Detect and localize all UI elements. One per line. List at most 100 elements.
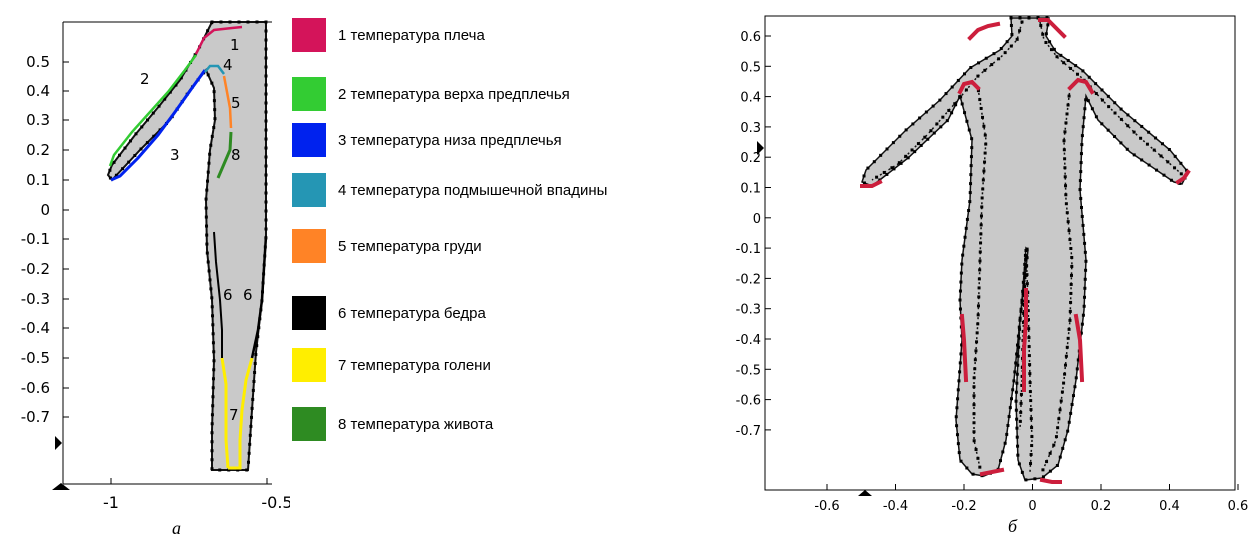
mesh-node (128, 139, 132, 143)
mesh-node (1058, 408, 1062, 412)
legend-swatch (292, 123, 326, 157)
mesh-node (959, 95, 963, 99)
mesh-node (970, 146, 974, 150)
mesh-node (1083, 107, 1087, 111)
mesh-node (1009, 44, 1013, 48)
x-tick-label: 0.2 (1091, 499, 1112, 514)
mesh-node (1125, 147, 1129, 151)
mesh-node (1090, 107, 1094, 111)
mesh-node (1054, 435, 1058, 439)
mesh-node (1065, 112, 1069, 116)
mesh-node (956, 397, 960, 401)
mesh-node (944, 92, 948, 96)
mesh-node (1044, 41, 1048, 45)
mesh-node (210, 467, 214, 471)
mesh-node (1147, 130, 1151, 134)
mesh-node (1087, 75, 1091, 79)
y-tick-label: -0.3 (736, 303, 761, 318)
mesh-node (1152, 148, 1156, 152)
mesh-node (972, 439, 976, 443)
mesh-node (899, 161, 903, 165)
mesh-node (1063, 372, 1067, 376)
mesh-node (957, 379, 961, 383)
mesh-node (956, 78, 960, 82)
mesh-node (212, 126, 216, 130)
mesh-node (1026, 300, 1030, 304)
mesh-node (247, 451, 251, 455)
legend-swatch (292, 18, 326, 52)
right-x-axis-marker-icon (858, 490, 872, 496)
mesh-node (1023, 262, 1027, 266)
mesh-node (1057, 417, 1061, 421)
mesh-node (1070, 264, 1074, 268)
mesh-node (1068, 238, 1072, 242)
segment-8-abdomen (216, 131, 233, 179)
region-label: 4 (223, 56, 233, 74)
mesh-node (1021, 329, 1025, 333)
mesh-node (250, 415, 254, 419)
mesh-node (939, 125, 943, 129)
mesh-node (1022, 283, 1026, 287)
mesh-node (236, 468, 240, 472)
mesh-node (997, 57, 1001, 61)
mesh-node (969, 182, 973, 186)
mesh-node (1069, 291, 1073, 295)
mesh-node (213, 117, 217, 121)
right-y-axis-marker-icon (757, 141, 764, 155)
mesh-node (1062, 61, 1066, 65)
mesh-node (978, 98, 982, 102)
mesh-node (981, 115, 985, 119)
y-tick-label: -0.5 (736, 363, 761, 378)
mesh-node (958, 289, 962, 293)
mesh-node (264, 146, 268, 150)
mesh-node (205, 233, 209, 237)
legend-swatch (292, 348, 326, 382)
mesh-node (204, 215, 208, 219)
mesh-node (959, 280, 963, 284)
mesh-node (264, 38, 268, 42)
mesh-node (1015, 417, 1019, 421)
mesh-node (1045, 460, 1049, 464)
mesh-node (1020, 298, 1024, 302)
mesh-node (1066, 220, 1070, 224)
region-label: 8 (231, 146, 241, 164)
mesh-node (976, 456, 980, 460)
mesh-node (960, 262, 964, 266)
mesh-node (1030, 444, 1034, 448)
mesh-node (1033, 477, 1037, 481)
mesh-node (1173, 166, 1177, 170)
mesh-node (1078, 188, 1082, 192)
mesh-node (960, 343, 964, 347)
mesh-node (1027, 354, 1031, 358)
mesh-node (145, 141, 149, 145)
y-tick-label: 0.6 (740, 30, 761, 45)
mesh-node (1009, 23, 1013, 27)
mesh-node (977, 295, 981, 299)
mesh-node (1016, 363, 1020, 367)
mesh-node (1055, 55, 1059, 59)
left-x-axis-marker-icon (52, 483, 70, 490)
mesh-node (1006, 423, 1010, 427)
mesh-node (923, 135, 927, 139)
mesh-node (1014, 408, 1018, 412)
mesh-node (1084, 259, 1088, 263)
mesh-node (1094, 115, 1098, 119)
y-tick-label: 0.5 (740, 60, 761, 75)
mesh-node (1018, 29, 1022, 33)
mesh-node (1081, 125, 1085, 129)
legend-label: 6 температура бедра (338, 304, 486, 322)
mesh-node (255, 20, 259, 24)
mesh-node (953, 102, 957, 106)
mesh-node (1014, 399, 1018, 403)
mesh-node (1069, 273, 1073, 277)
mesh-node (1026, 309, 1030, 313)
mesh-node (1026, 318, 1030, 322)
region-label: 5 (231, 94, 241, 112)
mesh-node (264, 191, 268, 195)
mesh-node (958, 307, 962, 311)
mesh-node (1028, 372, 1032, 376)
mesh-node (1064, 121, 1068, 125)
mesh-node (891, 141, 895, 145)
mesh-node (208, 152, 212, 156)
mesh-node (1082, 304, 1086, 308)
